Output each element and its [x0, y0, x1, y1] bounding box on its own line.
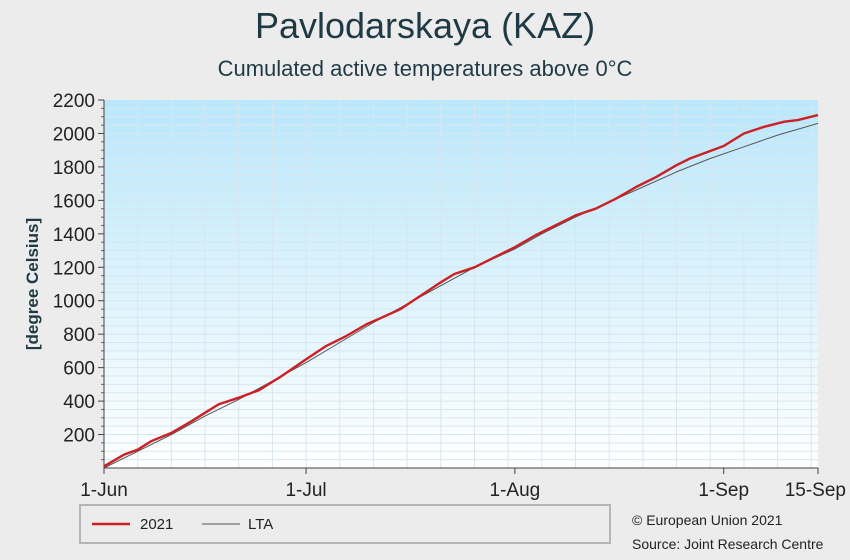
y-tick-label: 1200	[53, 258, 95, 279]
x-tick-label: 1-Jul	[285, 480, 326, 501]
y-axis-label: [degree Celsius]	[23, 218, 42, 350]
series-line-2021	[103, 113, 819, 468]
legend-label-2021: 2021	[140, 516, 173, 533]
chart-subtitle: Cumulated active temperatures above 0°C	[218, 56, 633, 81]
series-line-lta	[103, 122, 819, 469]
y-tick-label: 2200	[53, 91, 95, 112]
legend-box	[79, 504, 611, 544]
x-tick-label: 1-Sep	[698, 480, 749, 501]
copyright-text: © European Union 2021	[632, 512, 783, 528]
y-tick-label: 800	[63, 325, 95, 346]
y-tick-label: 200	[63, 426, 95, 447]
y-tick-label: 400	[63, 392, 95, 413]
y-tick-label: 1400	[53, 225, 95, 246]
y-tick-label: 1600	[53, 191, 95, 212]
source-text: Source: Joint Research Centre	[632, 536, 824, 552]
y-axis-ticks: 200 400 600 800 1000 1200 1400 1600 1800 2000 2200	[53, 91, 104, 461]
x-tick-label: 1-Jun	[80, 480, 128, 501]
y-tick-label: 2000	[53, 124, 95, 145]
x-axis-ticks: 1-Jun 1-Jul 1-Aug 1-Sep 15-Sep	[80, 468, 846, 501]
grid-lines	[104, 100, 818, 468]
x-tick-label: 15-Sep	[785, 480, 846, 501]
legend-label-lta: LTA	[248, 516, 273, 533]
x-tick-label: 1-Aug	[490, 480, 541, 501]
chart-title: Pavlodarskaya (KAZ)	[255, 5, 595, 46]
y-tick-label: 600	[63, 359, 95, 380]
y-tick-label: 1800	[53, 158, 95, 179]
y-tick-label: 1000	[53, 292, 95, 313]
series-group	[103, 113, 819, 469]
